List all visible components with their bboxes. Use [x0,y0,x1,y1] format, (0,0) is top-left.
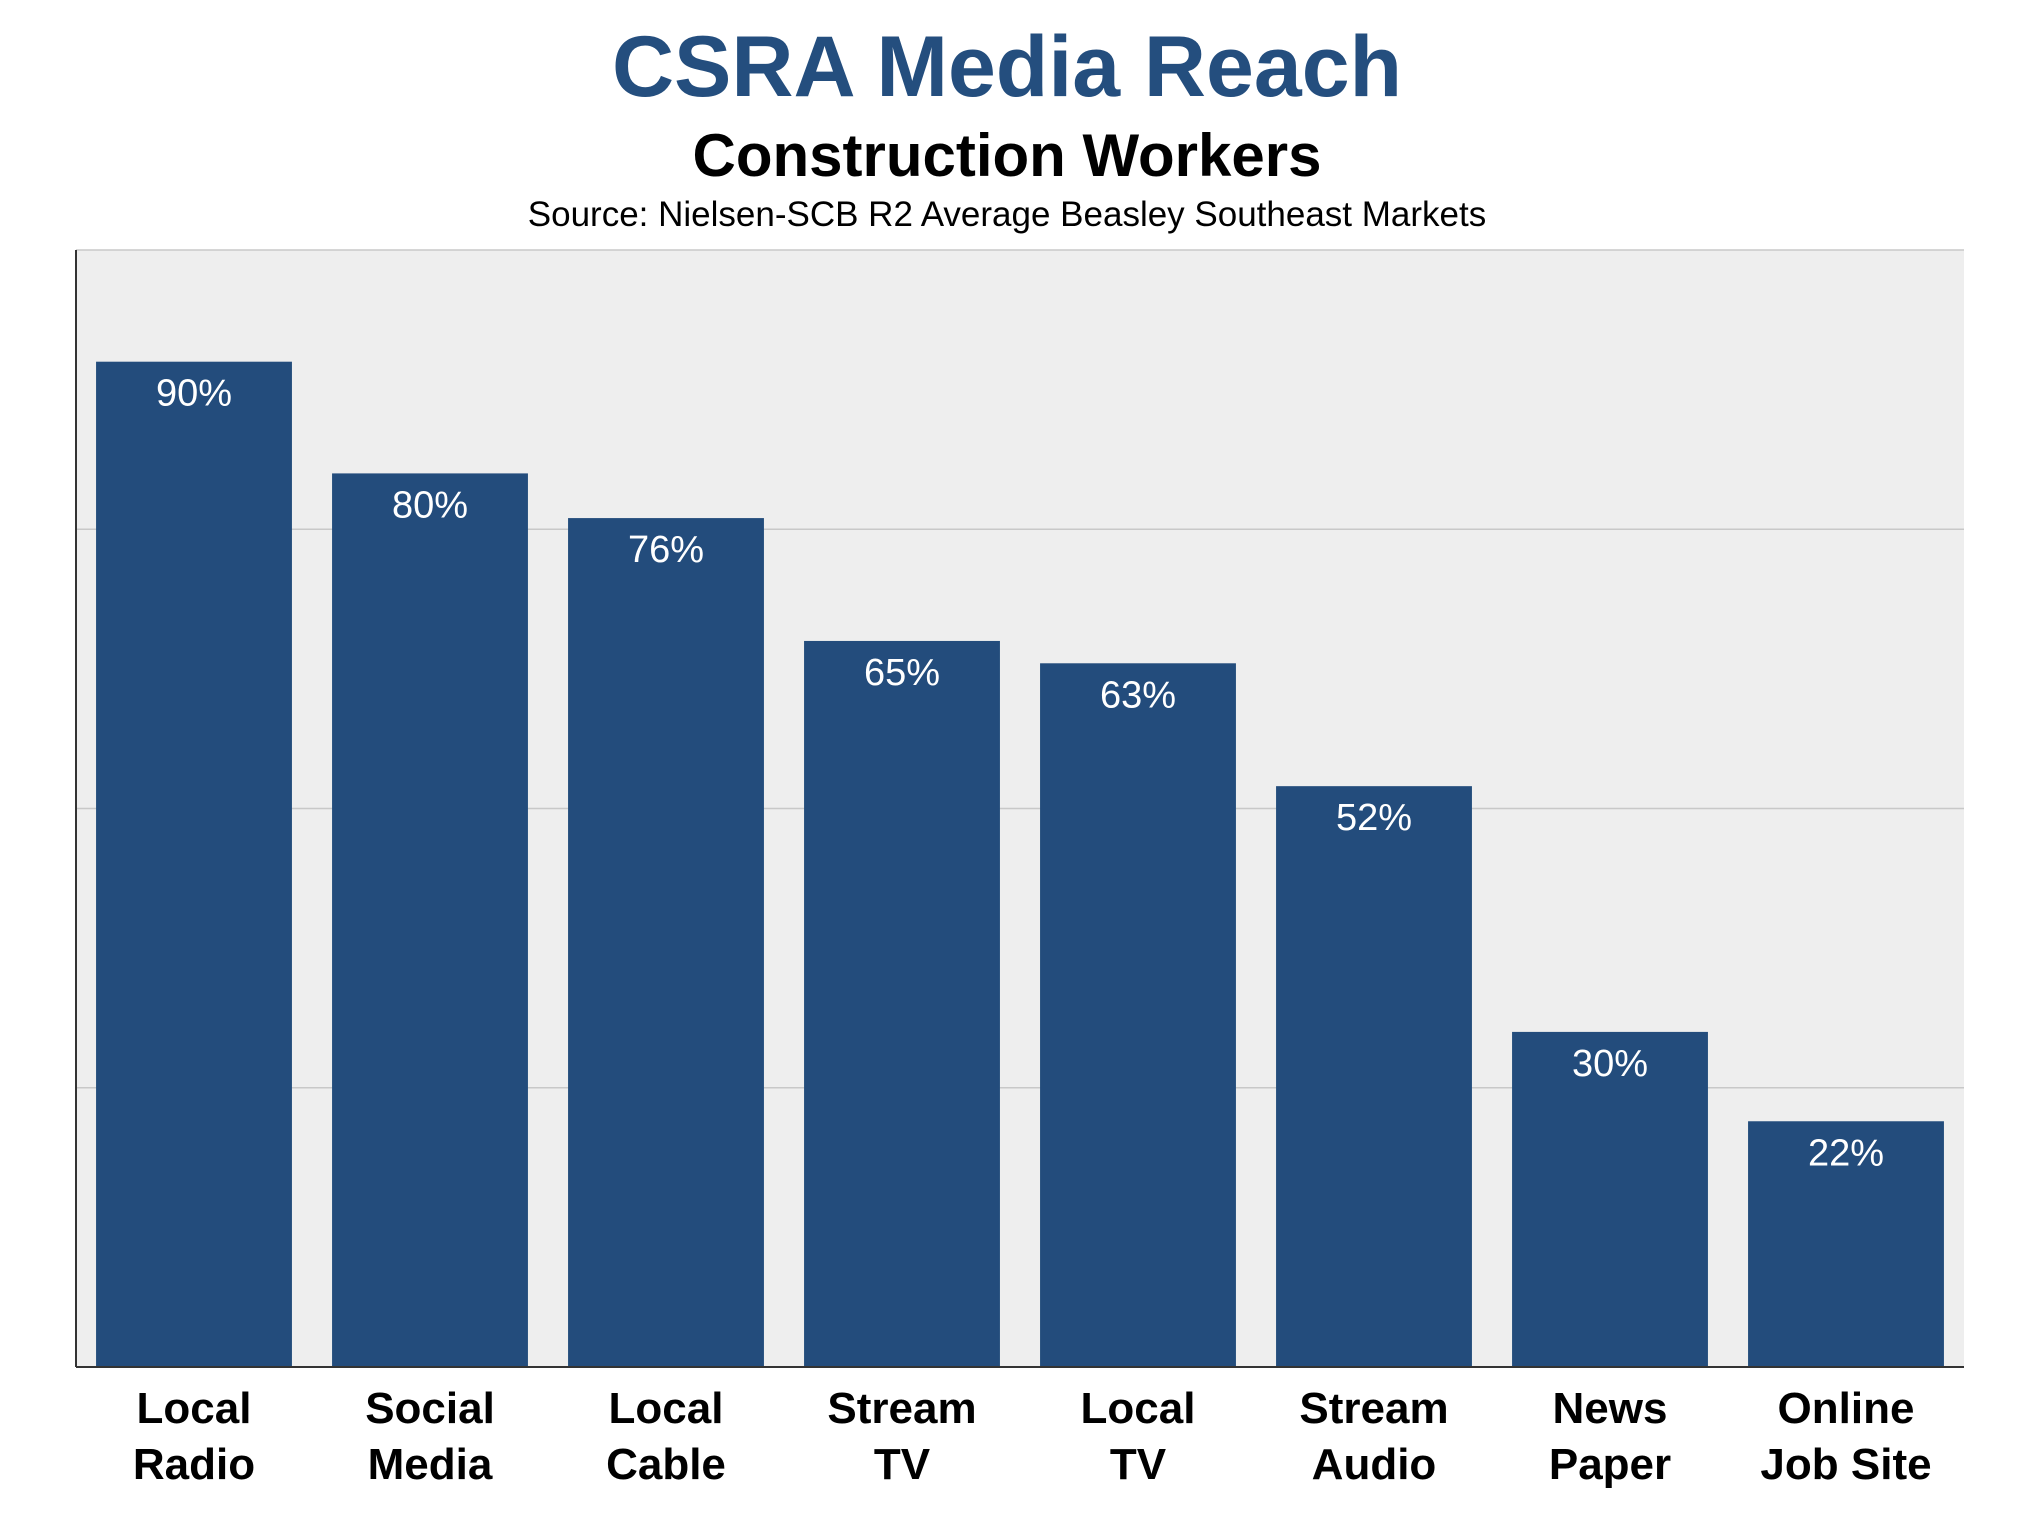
category-label-line: TV [1110,1440,1167,1489]
bar-value-label: 76% [628,529,704,571]
bar-value-label: 65% [864,652,940,694]
category-label: Stream Audio [1299,1384,1448,1489]
category-label: Social Media [365,1384,495,1489]
bar [1040,663,1236,1367]
category-label: News Paper [1549,1384,1671,1489]
category-label-line: Audio [1312,1440,1437,1489]
category-label-line: Radio [133,1440,255,1489]
category-label-line: Online [1778,1384,1915,1433]
bar [332,473,528,1367]
bar-value-label: 30% [1572,1043,1648,1085]
category-label-line: Local [1081,1384,1196,1433]
category-label: Online Job Site [1760,1384,1931,1489]
category-label-line: Paper [1549,1440,1671,1489]
bar [804,640,1000,1367]
bar [568,518,764,1367]
bars [96,361,1944,1367]
axes [75,250,1964,1368]
category-label: Stream TV [827,1384,976,1489]
bar-value-labels: 90% 80% 76% 65% 63% 52% 30% 22% [156,373,1884,1175]
bar [1748,1121,1944,1367]
category-label: Local TV [1081,1384,1196,1489]
chart-source: Source: Nielsen-SCB R2 Average Beasley S… [528,195,1486,234]
bar [96,361,292,1367]
category-label-line: News [1553,1384,1668,1433]
chart-subtitle: Construction Workers [693,122,1322,189]
category-label-line: Local [609,1384,724,1433]
bar-value-label: 63% [1100,674,1176,716]
bar [1512,1031,1708,1367]
category-label-line: Stream [827,1384,976,1433]
bar [1276,786,1472,1367]
category-label-line: Media [368,1440,493,1489]
category-label-line: Stream [1299,1384,1448,1433]
category-label-line: Job Site [1760,1440,1931,1489]
category-label-line: TV [874,1440,931,1489]
chart-title: CSRA Media Reach [612,19,1402,115]
bar-value-label: 90% [156,373,232,415]
category-label-line: Local [137,1384,252,1433]
category-label-line: Social [365,1384,495,1433]
bar-value-label: 22% [1808,1132,1884,1174]
category-label: Local Radio [133,1384,255,1489]
bar-value-label: 80% [392,484,468,526]
category-label: Local Cable [606,1384,726,1489]
category-label-line: Cable [606,1440,726,1489]
bar-value-label: 52% [1336,797,1412,839]
